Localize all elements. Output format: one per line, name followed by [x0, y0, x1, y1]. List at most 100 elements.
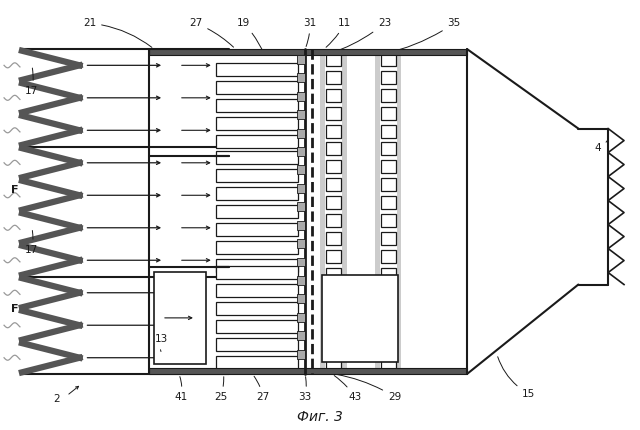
Bar: [297, 350, 305, 359]
Bar: [381, 250, 396, 263]
Text: 43: 43: [334, 375, 362, 402]
Bar: [342, 49, 347, 374]
Bar: [381, 214, 396, 227]
Bar: [326, 250, 341, 263]
Bar: [381, 89, 396, 102]
Text: 23: 23: [331, 18, 391, 53]
Text: F: F: [12, 185, 19, 195]
Bar: [216, 187, 298, 200]
Text: 33: 33: [298, 377, 312, 402]
Bar: [216, 320, 298, 333]
Bar: [216, 241, 298, 254]
Bar: [326, 107, 341, 120]
Bar: [216, 338, 298, 350]
Bar: [381, 142, 396, 155]
Bar: [216, 117, 298, 130]
Text: 11: 11: [326, 18, 351, 47]
Text: 25: 25: [214, 377, 227, 402]
Bar: [297, 203, 305, 211]
Bar: [297, 55, 305, 64]
Bar: [297, 166, 305, 175]
Bar: [297, 92, 305, 101]
Bar: [381, 321, 396, 334]
Bar: [322, 275, 399, 362]
Bar: [381, 53, 396, 66]
Bar: [216, 169, 298, 182]
Bar: [326, 142, 341, 155]
Bar: [216, 266, 298, 279]
Bar: [216, 259, 298, 272]
Bar: [381, 125, 396, 138]
Text: 31: 31: [303, 18, 317, 46]
Text: 41: 41: [174, 377, 188, 402]
Text: Фиг. 3: Фиг. 3: [297, 410, 343, 424]
Bar: [297, 221, 305, 230]
Bar: [216, 99, 298, 112]
Bar: [297, 295, 305, 303]
Bar: [297, 276, 305, 285]
Text: 19: 19: [237, 18, 264, 55]
Text: 27: 27: [189, 18, 234, 47]
Bar: [381, 196, 396, 209]
Bar: [381, 357, 396, 370]
Bar: [326, 232, 341, 245]
Bar: [216, 302, 298, 315]
Bar: [297, 184, 305, 193]
Bar: [326, 89, 341, 102]
Bar: [216, 284, 298, 297]
Bar: [381, 339, 396, 352]
Bar: [381, 160, 396, 173]
Bar: [326, 286, 341, 298]
Bar: [381, 267, 396, 280]
Bar: [216, 64, 298, 77]
Bar: [216, 151, 298, 164]
Bar: [326, 214, 341, 227]
Bar: [326, 53, 341, 66]
Bar: [216, 356, 298, 369]
Bar: [326, 304, 341, 316]
Text: 35: 35: [385, 18, 461, 53]
Bar: [381, 304, 396, 316]
Bar: [381, 232, 396, 245]
Bar: [149, 49, 467, 55]
Bar: [326, 267, 341, 280]
Bar: [326, 357, 341, 370]
Bar: [374, 49, 380, 374]
Bar: [216, 135, 298, 148]
Bar: [381, 286, 396, 298]
Bar: [297, 313, 305, 322]
Bar: [381, 178, 396, 191]
Bar: [297, 258, 305, 267]
Text: 17: 17: [25, 68, 38, 96]
Text: 21: 21: [83, 18, 152, 47]
Bar: [397, 49, 401, 374]
Text: 2: 2: [53, 394, 60, 404]
Bar: [381, 71, 396, 84]
Bar: [381, 107, 396, 120]
Bar: [326, 178, 341, 191]
Bar: [326, 71, 341, 84]
Bar: [326, 125, 341, 138]
Text: 29: 29: [337, 375, 401, 402]
Bar: [326, 339, 341, 352]
Text: 4: 4: [595, 141, 607, 154]
Bar: [326, 196, 341, 209]
Bar: [297, 331, 305, 340]
Bar: [297, 74, 305, 83]
Bar: [326, 321, 341, 334]
Bar: [216, 205, 298, 218]
Bar: [149, 368, 467, 374]
Text: 17: 17: [25, 230, 38, 255]
Bar: [216, 81, 298, 94]
Bar: [297, 147, 305, 156]
Bar: [326, 160, 341, 173]
Text: 13: 13: [154, 334, 168, 351]
Bar: [297, 129, 305, 138]
Bar: [297, 110, 305, 119]
Bar: [154, 272, 205, 364]
Text: 15: 15: [498, 357, 535, 399]
Text: F: F: [12, 304, 19, 314]
Bar: [216, 223, 298, 236]
Text: 27: 27: [254, 376, 270, 402]
Bar: [297, 239, 305, 248]
